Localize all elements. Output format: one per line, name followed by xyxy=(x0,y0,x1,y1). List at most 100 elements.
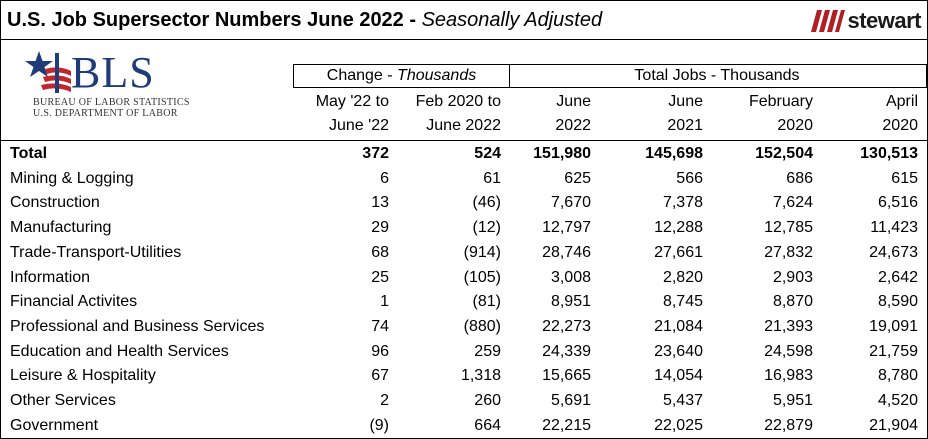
cell-apr-2020: 24,673 xyxy=(869,243,918,261)
table-row: Other Services 2 260 5,691 5,437 5,951 4… xyxy=(1,389,918,414)
cell-feb-2020: 21,393 xyxy=(764,317,813,335)
cell-apr-2020: 11,423 xyxy=(870,219,918,237)
table-row: Trade-Transport-Utilities 68 (914) 28,74… xyxy=(1,241,918,266)
row-label: Other Services xyxy=(10,392,116,410)
cell-change-since-feb2020: 1,318 xyxy=(460,367,501,385)
cell-apr-2020: 21,759 xyxy=(869,342,918,360)
row-label: Financial Activites xyxy=(10,293,138,311)
stewart-wordmark: stewart xyxy=(847,8,921,33)
bls-department-text: U.S. DEPARTMENT OF LABOR xyxy=(33,108,178,119)
column-header-line2: June '22 xyxy=(329,117,389,134)
total-jobs-group-header: Total Jobs - Thousands xyxy=(508,64,927,88)
row-label: Mining & Logging xyxy=(10,169,134,187)
cell-change-since-feb2020: (105) xyxy=(463,268,501,286)
cell-feb-2020: 22,879 xyxy=(764,416,813,434)
column-header-line2: 2021 xyxy=(667,117,703,134)
cell-change-since-feb2020: (880) xyxy=(463,317,501,335)
cell-june-2021: 7,378 xyxy=(662,194,703,212)
cell-change-since-feb2020: (12) xyxy=(472,219,501,237)
cell-june-2021: 12,288 xyxy=(654,219,703,237)
cell-change-month: 74 xyxy=(371,317,389,335)
cell-change-month: 1 xyxy=(380,293,389,311)
column-header-june-2021: June 2021 xyxy=(591,90,703,138)
column-header-line1: June xyxy=(556,93,591,110)
cell-june-2021: 566 xyxy=(676,169,703,187)
row-label: Leisure & Hospitality xyxy=(10,367,156,385)
cell-june-2022: 12,797 xyxy=(542,219,591,237)
cell-change-since-feb2020: 664 xyxy=(474,416,501,434)
cell-change-month: 13 xyxy=(371,194,389,212)
cell-june-2021: 8,745 xyxy=(662,293,703,311)
cell-change-since-feb2020: 259 xyxy=(474,342,501,360)
bls-bureau-text: BUREAU OF LABOR STATISTICS xyxy=(33,97,190,108)
cell-apr-2020: 2,642 xyxy=(877,268,918,286)
report-title: U.S. Job Supersector Numbers June 2022 -… xyxy=(7,9,602,32)
cell-june-2022: 28,746 xyxy=(542,243,591,261)
jobs-table: Total 372 524 151,980 145,698 152,504 13… xyxy=(1,142,918,438)
column-header-june-2022: June 2022 xyxy=(501,90,591,138)
column-header-line1: February xyxy=(748,93,813,110)
row-label: Education and Health Services xyxy=(10,342,229,360)
cell-june-2021: 2,820 xyxy=(662,268,703,286)
row-label: Trade-Transport-Utilities xyxy=(10,243,182,261)
cell-change-month: 96 xyxy=(371,342,389,360)
stewart-logo: stewart xyxy=(811,8,921,34)
cell-june-2021: 23,640 xyxy=(654,342,703,360)
cell-feb-2020: 8,870 xyxy=(772,293,813,311)
bls-letters: BLS xyxy=(71,48,155,97)
cell-feb-2020: 12,785 xyxy=(764,219,813,237)
cell-apr-2020: 19,091 xyxy=(869,317,918,335)
cell-june-2021: 27,661 xyxy=(654,243,703,261)
cell-june-2021: 14,054 xyxy=(654,367,703,385)
cell-change-month: 29 xyxy=(371,219,389,237)
row-label: Construction xyxy=(10,194,100,212)
table-row: Education and Health Services 96 259 24,… xyxy=(1,340,918,365)
cell-change-month: (9) xyxy=(369,416,389,434)
column-header-line2: 2022 xyxy=(555,117,591,134)
column-header-feb-2020: February 2020 xyxy=(703,90,813,138)
title-bar: U.S. Job Supersector Numbers June 2022 -… xyxy=(1,1,927,40)
change-group-italic: Thousands xyxy=(397,67,477,84)
cell-feb-2020: 24,598 xyxy=(764,342,813,360)
column-header-line1: Feb 2020 to xyxy=(415,93,501,110)
column-header-line2: 2020 xyxy=(777,117,813,134)
table-row: Financial Activites 1 (81) 8,951 8,745 8… xyxy=(1,290,918,315)
row-label: Total xyxy=(10,145,48,162)
table-row: Mining & Logging 6 61 625 566 686 615 xyxy=(1,167,918,192)
cell-change-month: 2 xyxy=(380,392,389,410)
cell-change-month: 6 xyxy=(380,169,389,187)
cell-june-2021: 21,084 xyxy=(654,317,703,335)
cell-change-month: 67 xyxy=(371,367,389,385)
column-header-line1: May '22 to xyxy=(315,93,389,110)
cell-apr-2020: 615 xyxy=(891,169,918,187)
cell-june-2022: 151,980 xyxy=(533,145,591,162)
row-label: Information xyxy=(10,268,91,286)
cell-apr-2020: 6,516 xyxy=(877,194,918,212)
column-header-feb-june: Feb 2020 to June 2022 xyxy=(389,90,501,138)
cell-apr-2020: 130,513 xyxy=(860,145,918,162)
cell-june-2022: 625 xyxy=(564,169,591,187)
bls-logo: BLS BUREAU OF LABOR STATISTICS U.S. DEPA… xyxy=(25,45,275,133)
cell-apr-2020: 8,590 xyxy=(877,293,918,311)
row-label: Professional and Business Services xyxy=(10,317,265,335)
report-title-main: U.S. Job Supersector Numbers June 2022 - xyxy=(7,9,422,31)
cell-change-month: 25 xyxy=(371,268,389,286)
header-divider xyxy=(1,140,927,141)
cell-change-since-feb2020: (46) xyxy=(472,194,501,212)
cell-feb-2020: 7,624 xyxy=(772,194,813,212)
cell-feb-2020: 5,951 xyxy=(772,392,813,410)
cell-june-2022: 3,008 xyxy=(550,268,591,286)
table-row: Construction 13 (46) 7,670 7,378 7,624 6… xyxy=(1,191,918,216)
cell-feb-2020: 686 xyxy=(786,169,813,187)
table-row-total: Total 372 524 151,980 145,698 152,504 13… xyxy=(1,142,918,167)
cell-change-since-feb2020: (81) xyxy=(472,293,501,311)
cell-change-since-feb2020: 61 xyxy=(483,169,501,187)
cell-apr-2020: 4,520 xyxy=(877,392,918,410)
column-header-line2: 2020 xyxy=(882,117,918,134)
table-row: Professional and Business Services 74 (8… xyxy=(1,315,918,340)
column-header-may-june: May '22 to June '22 xyxy=(293,90,389,138)
column-header-line1: June xyxy=(668,93,703,110)
change-group-prefix: Change - xyxy=(326,67,398,84)
cell-feb-2020: 152,504 xyxy=(755,145,813,162)
